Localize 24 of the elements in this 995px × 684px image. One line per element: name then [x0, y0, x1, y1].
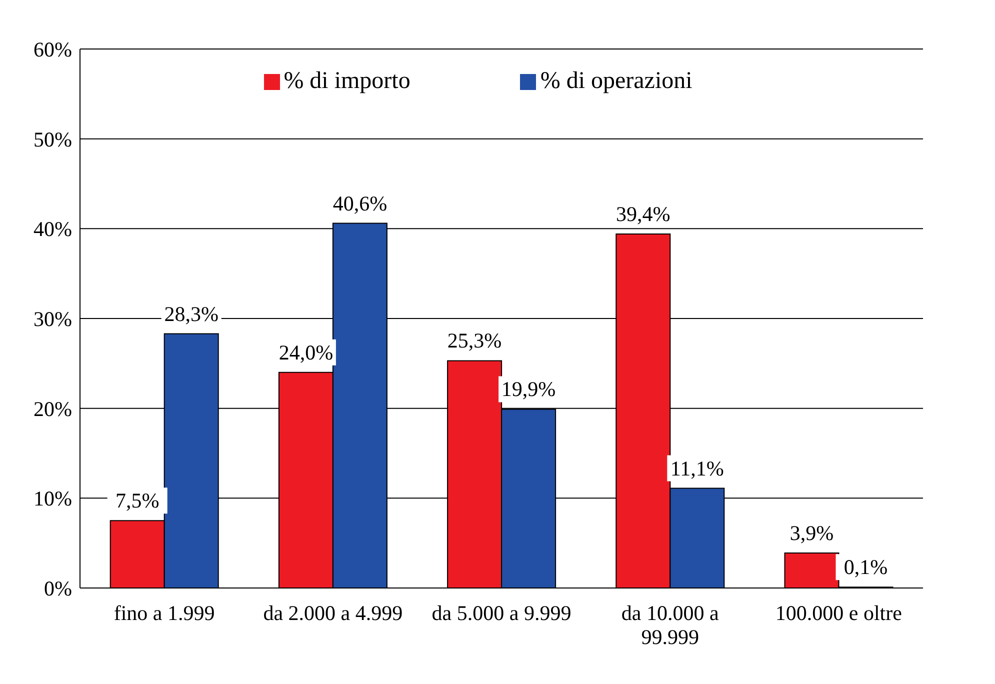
- x-tick-label: da 5.000 a 9.999: [432, 601, 572, 625]
- data-label: 3,9%: [790, 520, 834, 545]
- y-tick-label: 20%: [34, 396, 72, 421]
- data-label: 39,4%: [616, 202, 670, 226]
- data-label: 19,9%: [501, 377, 556, 402]
- y-tick-label: 0%: [44, 576, 72, 600]
- y-tick-label: 60%: [34, 37, 72, 62]
- x-tick-label: fino a 1.999: [114, 601, 215, 625]
- y-tick-label: 50%: [34, 127, 72, 152]
- data-label: 0,1%: [844, 555, 888, 580]
- data-label: 28,3%: [164, 302, 218, 326]
- data-label: 25,3%: [447, 328, 502, 353]
- data-label: 11,1%: [670, 456, 724, 480]
- data-label: 7,5%: [115, 488, 160, 513]
- x-tick-label: da 10.000 a 99.999: [621, 601, 720, 649]
- data-label: 40,6%: [332, 191, 388, 216]
- x-tick-label: da 2.000 a 4.999: [263, 601, 403, 625]
- legend-label: % di importo: [284, 68, 410, 94]
- y-tick-label: 30%: [34, 306, 72, 331]
- y-tick-label: 40%: [34, 217, 72, 242]
- x-tick-label: 100.000 e oltre: [775, 601, 902, 625]
- legend-label: % di operazioni: [540, 68, 692, 94]
- y-tick-label: 10%: [34, 486, 72, 511]
- data-label: 24,0%: [278, 340, 334, 364]
